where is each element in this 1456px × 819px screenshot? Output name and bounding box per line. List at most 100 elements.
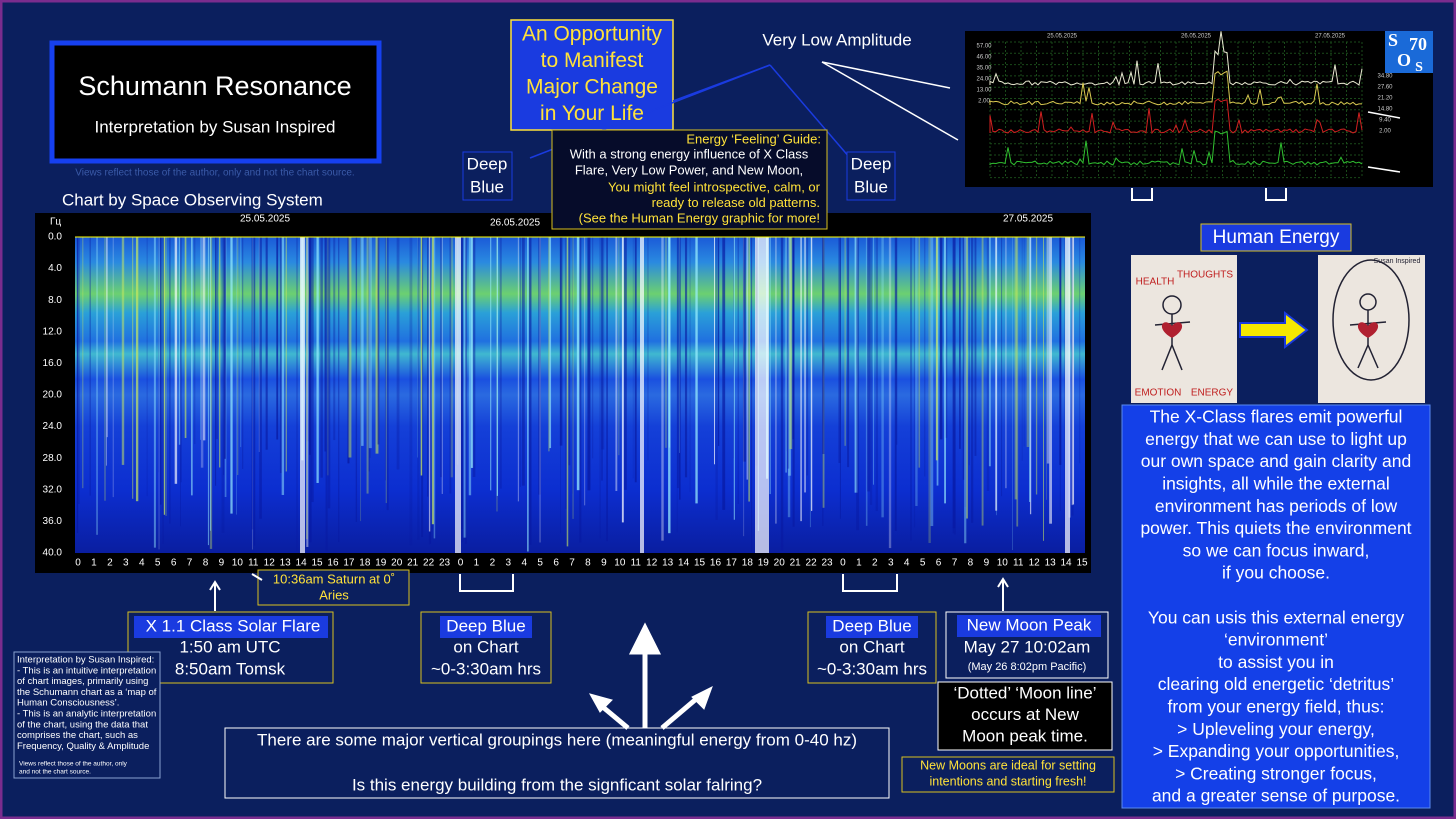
spectrogram-stripe [718, 237, 720, 446]
spectrogram-stripe [236, 237, 237, 515]
spectrogram-stripe [787, 237, 790, 469]
spectrogram-stripe [517, 237, 519, 502]
guide-heading: Energy ‘Feeling’ Guide: [686, 131, 821, 146]
x-tick-label: 13 [1045, 558, 1057, 569]
spectrogram-stripe [968, 237, 970, 466]
y-tick-label: 4.0 [48, 263, 62, 274]
spectrogram-stripe [76, 237, 79, 534]
new-moon-date: May 27 10:02am [964, 637, 1091, 656]
spectrogram-stripe [634, 237, 637, 483]
spectrogram-stripe [945, 237, 948, 438]
spectrogram-stripe [743, 237, 745, 537]
spectrogram-stripe [579, 237, 582, 543]
x-tick-label: 17 [343, 558, 355, 569]
spectrogram-stripe [568, 237, 571, 466]
spectrogram-stripe [1012, 237, 1013, 551]
solar-flare-text: 1:50 am UTC [179, 637, 280, 656]
y-tick-label: 0.0 [48, 232, 62, 243]
amp-tick: 13.00 [976, 88, 992, 94]
spectrogram-stripe [714, 237, 715, 465]
energy-panel-text: to assist you in [1218, 652, 1334, 672]
deep-blue-text: on Chart [839, 637, 904, 656]
spectrogram-stripe [944, 237, 946, 504]
x-tick-label: 3 [123, 558, 129, 569]
spectrogram-stripe [939, 237, 943, 440]
human-energy-label-box [1200, 223, 1352, 252]
amp-tick: 24.00 [976, 77, 992, 83]
spectrogram-stripe [865, 237, 868, 526]
spectrogram-stripe [178, 237, 181, 445]
amp-trace [989, 98, 1363, 135]
spectrogram-stripe [1071, 237, 1074, 506]
amp-tick: 14.80 [1377, 107, 1393, 113]
energy-card [1131, 255, 1237, 403]
spectrogram-stripe [252, 237, 253, 550]
x-tick-label: 9 [219, 558, 225, 569]
spectrogram-stripe [888, 237, 892, 549]
spectrogram-stripe [455, 237, 461, 553]
solar-flare-heading: X 1.1 Class Solar Flare [146, 616, 321, 635]
deep-blue-heading: Deep Blue [446, 616, 525, 635]
x-tick-label: 22 [423, 558, 435, 569]
x-tick-label: 8 [968, 558, 974, 569]
spectrogram-stripe [566, 237, 569, 547]
spectrogram-stripe [822, 237, 825, 455]
x-tick-label: 12 [646, 558, 658, 569]
spectrogram-stripe [737, 237, 739, 504]
moon-line-text: ‘Dotted’ ‘Moon line’ [954, 683, 1097, 702]
x-tick-label: 18 [359, 558, 371, 569]
amp-tick: 9.40 [1379, 118, 1391, 124]
spectrogram-stripe [237, 237, 239, 476]
spectrogram-stripe [180, 237, 181, 527]
spectrogram-stripe [769, 237, 771, 495]
guide-text: With a strong energy influence of X Clas… [570, 146, 809, 161]
moon-line-text: occurs at New [971, 705, 1079, 724]
x-tick-label: 21 [790, 558, 802, 569]
spectrogram-stripe [207, 237, 209, 546]
x-tick-label: 19 [758, 558, 770, 569]
spectrogram-stripe [854, 237, 858, 493]
amp-tick: 57.00 [976, 44, 992, 50]
spectrogram-stripe [755, 237, 769, 553]
y-tick-label: 8.0 [48, 295, 62, 306]
spectrogram-stripe [750, 237, 753, 552]
y-tick-label: 12.0 [43, 326, 63, 337]
spectrogram-stripe [355, 237, 358, 522]
amplitude-chart [965, 31, 1433, 187]
amp-tick: 2.00 [978, 99, 990, 105]
energy-panel-text: > Expanding your opportunities, [1153, 741, 1400, 761]
spectrogram-stripe [988, 237, 991, 467]
x-tick-label: 0 [75, 558, 81, 569]
spectrogram-stripe [964, 237, 967, 507]
spectrogram-stripe [242, 237, 244, 469]
spectrogram-stripe [306, 237, 308, 540]
y-tick-label: 32.0 [43, 484, 63, 495]
interpretation-text: comprises the chart, such as [17, 730, 138, 741]
spectrogram-stripe [928, 237, 931, 543]
spectrogram-stripe [309, 237, 312, 543]
spectrogram-stripe [780, 237, 784, 551]
deep-blue-text: Deep [851, 154, 892, 173]
spectrogram-stripe [1021, 237, 1023, 461]
spectrogram-stripe [96, 237, 98, 535]
spectrogram-stripe [1065, 237, 1070, 553]
spectrogram-stripe [775, 237, 777, 524]
card-word: Susan Inspired [1374, 258, 1421, 265]
x-tick-label: 18 [742, 558, 754, 569]
spectrogram-stripe [112, 237, 114, 498]
spectrogram-stripe [986, 237, 990, 491]
x-tick-label: 10 [614, 558, 626, 569]
spectrogram-stripe [748, 237, 750, 502]
spectrogram-stripe [368, 237, 370, 472]
x-tick-label: 4 [139, 558, 145, 569]
spectrogram-stripe [132, 237, 134, 499]
spectrogram-stripe [439, 237, 443, 478]
spectrogram-stripe [1016, 237, 1019, 527]
spectrogram-stripe [499, 237, 502, 489]
spectrogram-stripe [529, 237, 532, 545]
spectrogram-stripe [995, 237, 998, 511]
y-tick-label: 16.0 [43, 358, 63, 369]
amp-date: 25.05.2025 [1047, 34, 1078, 40]
spectrogram-stripe [679, 237, 680, 453]
spectrogram-stripe [959, 237, 961, 449]
